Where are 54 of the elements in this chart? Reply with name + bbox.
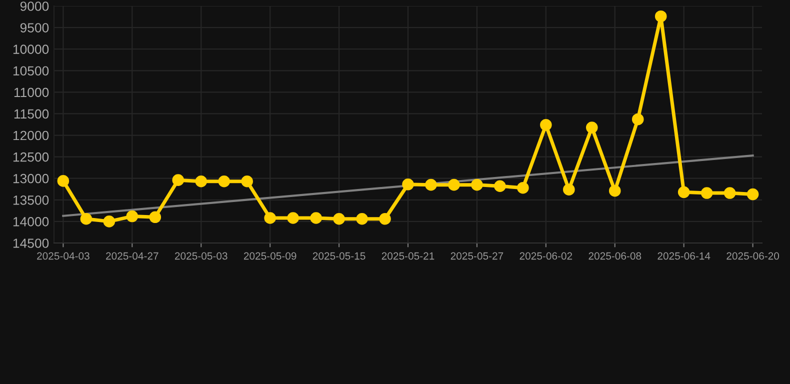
x-tick-label: 2025-04-27	[106, 252, 158, 260]
point	[563, 184, 575, 196]
x-tick-label: 2025-05-15	[312, 252, 366, 260]
point	[494, 180, 506, 192]
y-tick-label: 13000	[13, 174, 49, 184]
point	[218, 175, 230, 188]
point	[540, 119, 552, 131]
x-tick-label: 2025-04-03	[37, 252, 90, 260]
y-tick-label: 14000	[13, 217, 49, 226]
y-tick-label: 14500	[13, 238, 49, 248]
point	[425, 178, 437, 191]
y-tick-label: 10000	[13, 44, 49, 54]
y-tick-label: 10500	[13, 66, 49, 76]
point	[333, 212, 345, 225]
point	[80, 212, 92, 225]
point	[471, 178, 483, 191]
point	[103, 216, 116, 228]
x-tick-label: 2025-05-21	[382, 252, 434, 260]
y-tick-label: 9000	[20, 2, 49, 11]
point	[241, 175, 253, 188]
point	[126, 210, 138, 222]
point	[172, 174, 184, 186]
point	[402, 178, 414, 190]
point	[287, 212, 299, 224]
y-tick-label: 13500	[13, 195, 49, 205]
point	[746, 188, 759, 200]
x-tick-label: 2025-05-03	[175, 252, 228, 260]
point	[57, 175, 70, 187]
x-tick-label: 2025-05-09	[244, 252, 296, 260]
y-tick-label: 12000	[13, 130, 49, 140]
x-tick-label: 2025-06-20	[726, 252, 780, 260]
point	[608, 184, 621, 197]
y-tick-label: 9500	[20, 23, 49, 32]
point	[700, 187, 713, 199]
y-tick-label: 11000	[14, 88, 49, 98]
point	[356, 212, 368, 225]
x-tick-label: 2025-06-02	[520, 252, 572, 260]
point	[149, 211, 162, 224]
point	[517, 182, 529, 194]
y-tick-label: 12500	[13, 152, 49, 162]
point	[310, 212, 322, 224]
point	[724, 187, 736, 199]
point	[195, 175, 208, 188]
point	[586, 122, 598, 134]
point	[448, 178, 460, 191]
y-tick-label: 11500	[14, 109, 49, 119]
x-tick-label: 2025-06-14	[658, 252, 710, 260]
point	[379, 212, 391, 225]
x-tick-label: 2025-05-27	[450, 252, 504, 260]
point	[264, 212, 276, 224]
x-tick-label: 2025-06-08	[588, 252, 642, 260]
point	[678, 186, 690, 198]
point	[654, 10, 667, 22]
point	[632, 113, 644, 126]
